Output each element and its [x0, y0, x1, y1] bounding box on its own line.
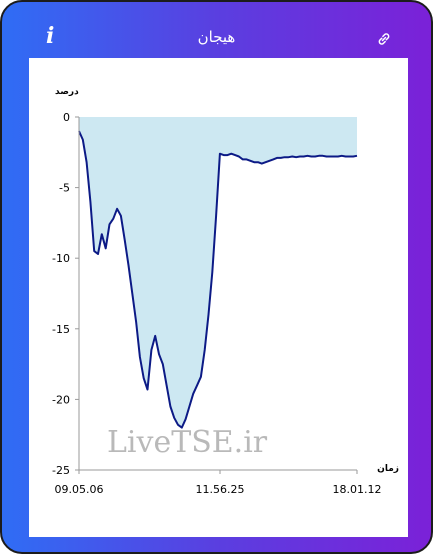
- area-fill: [79, 117, 357, 428]
- page-title: هیجان: [197, 28, 236, 46]
- watermark: LiveTSE.ir: [107, 425, 268, 460]
- x-axis-label: زمان: [377, 464, 399, 474]
- y-ticks: 0 -5 -10 -15 -20 -25: [52, 111, 79, 477]
- link-icon[interactable]: [375, 30, 393, 48]
- x-tick-label: 11.56.25: [196, 483, 245, 496]
- y-tick-label: -15: [52, 323, 70, 336]
- chart-panel: درصد زمان 0 -5 -10 -15 -20 -25 09.05.06 11.56.…: [29, 58, 408, 537]
- y-tick-label: -20: [52, 393, 70, 406]
- y-axis-label: درصد: [55, 87, 79, 97]
- x-tick-label: 18.01.12: [333, 483, 382, 496]
- header: i هیجان: [2, 2, 431, 58]
- series-line: [78, 130, 358, 429]
- x-tick-label: 09.05.06: [55, 483, 104, 496]
- x-ticks: 09.05.06 11.56.25 18.01.12: [55, 470, 382, 496]
- y-tick-label: -10: [52, 252, 70, 265]
- y-tick-label: -5: [59, 182, 70, 195]
- y-tick-label: -25: [52, 464, 70, 477]
- info-icon[interactable]: i: [46, 23, 55, 49]
- chart: درصد زمان 0 -5 -10 -15 -20 -25 09.05.06 11.56.…: [52, 87, 399, 496]
- y-tick-label: 0: [63, 111, 70, 124]
